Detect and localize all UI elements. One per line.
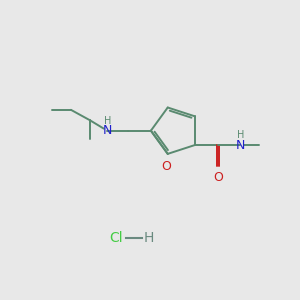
Text: H: H xyxy=(143,231,154,245)
Text: O: O xyxy=(213,171,223,184)
Text: Cl: Cl xyxy=(109,231,123,245)
Text: H: H xyxy=(103,116,111,126)
Text: N: N xyxy=(236,139,245,152)
Text: N: N xyxy=(103,124,112,137)
Text: O: O xyxy=(161,160,171,173)
Text: H: H xyxy=(236,130,244,140)
